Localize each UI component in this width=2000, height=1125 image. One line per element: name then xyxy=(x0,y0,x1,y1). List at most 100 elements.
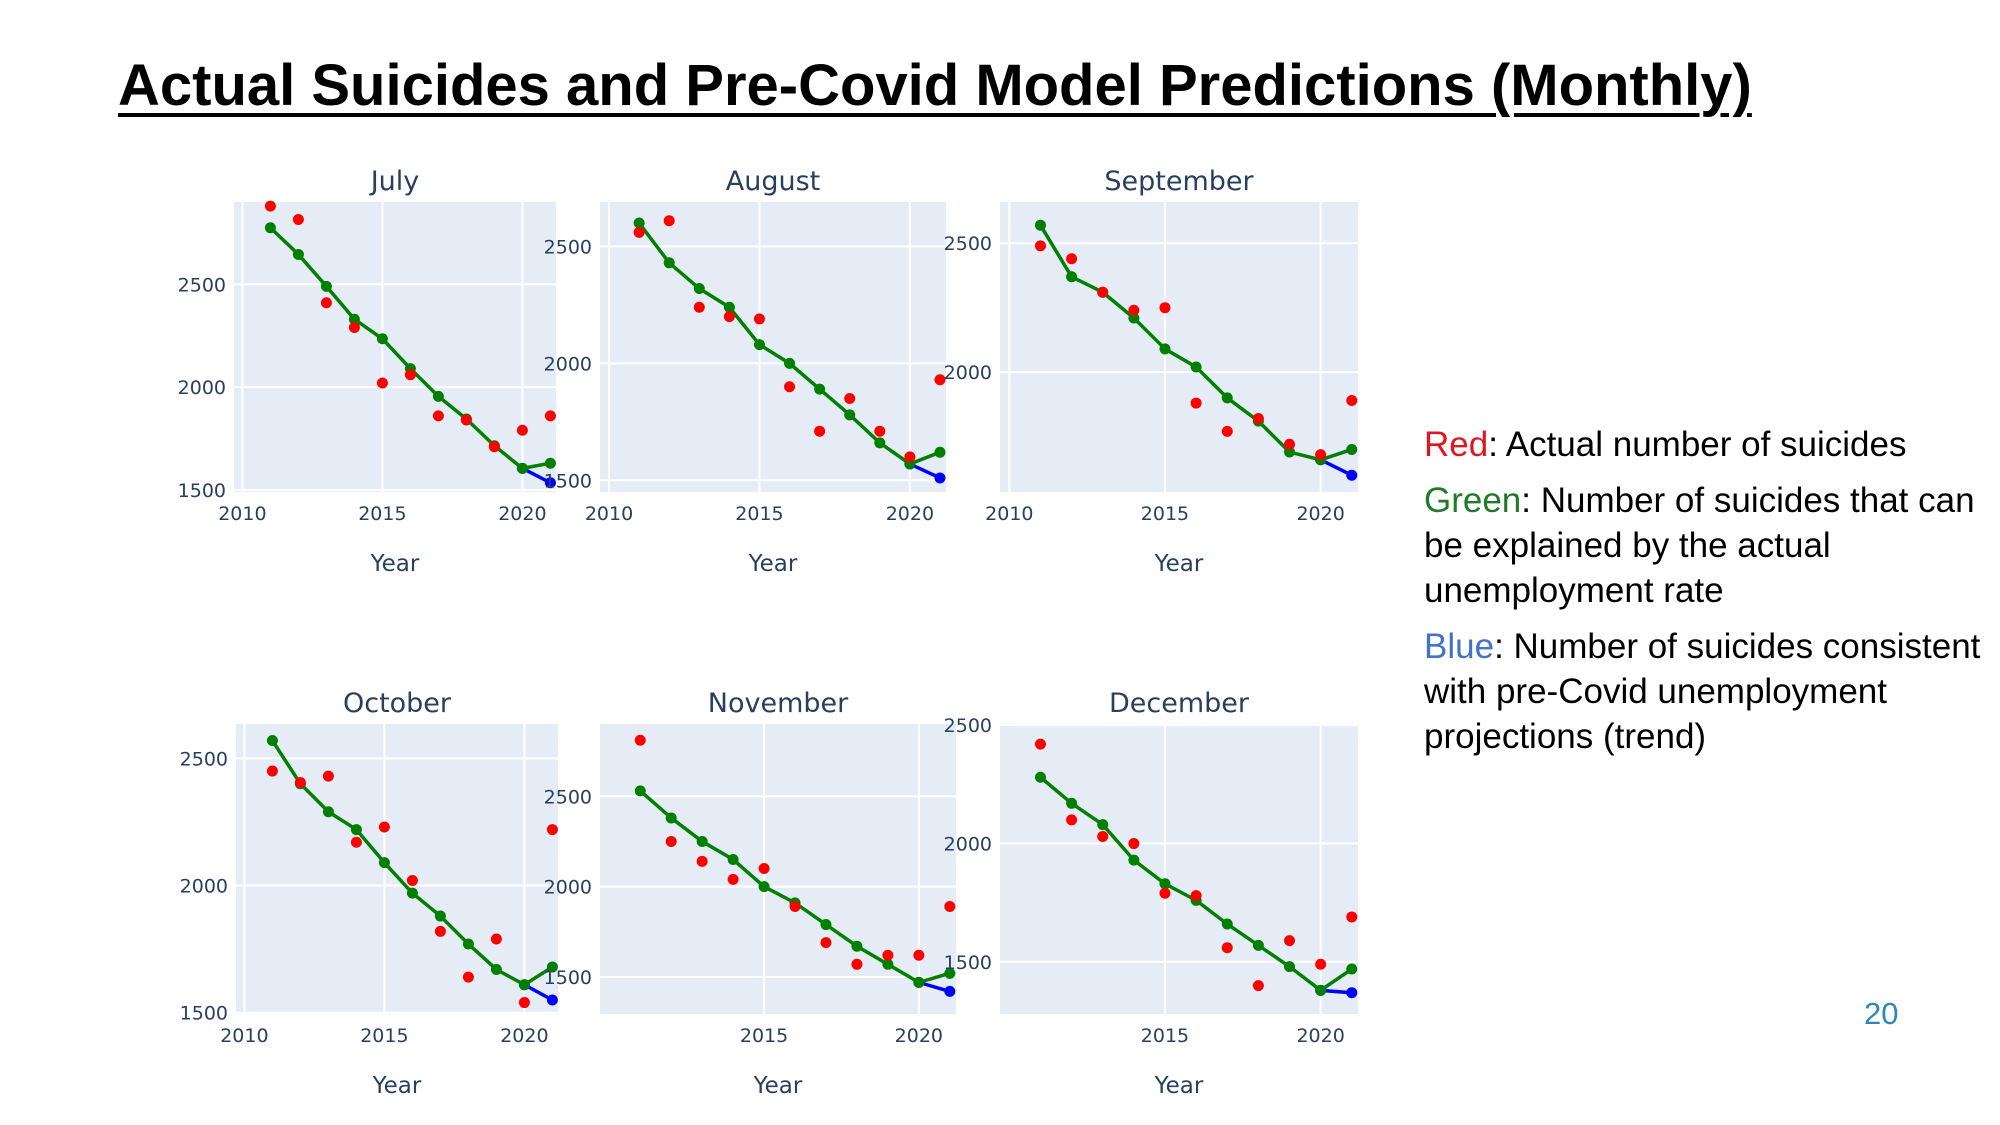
explained-point xyxy=(814,383,826,395)
actual-point xyxy=(1034,738,1046,750)
y-tick-label: 1500 xyxy=(544,967,592,989)
explained-point xyxy=(758,881,770,893)
x-tick-label: 2015 xyxy=(740,1025,788,1047)
x-tick-label: 2020 xyxy=(1296,503,1344,525)
legend-key-blue: Blue xyxy=(1424,627,1495,666)
actual-point xyxy=(516,424,528,436)
chart-december: 2015 2020 1500 2000 2500 December Year xyxy=(944,688,1358,1099)
explained-point xyxy=(1221,918,1233,930)
x-axis-label: Year xyxy=(1154,1073,1204,1099)
explained-point xyxy=(723,301,735,313)
legend-item-trend: Blue: Number of suicides consistent with… xyxy=(1424,624,1994,759)
explained-point xyxy=(1252,939,1264,951)
x-tick-label: 2015 xyxy=(1141,503,1189,525)
actual-point xyxy=(322,770,334,782)
actual-point xyxy=(1284,438,1296,450)
x-tick-label: 2020 xyxy=(498,503,546,525)
x-tick-label: 2020 xyxy=(500,1025,548,1047)
plot-background xyxy=(236,724,558,1014)
plot-background xyxy=(1000,724,1358,1014)
actual-point xyxy=(488,441,500,453)
y-tick-label: 2500 xyxy=(944,715,992,737)
trend-point xyxy=(544,477,556,489)
actual-point xyxy=(1159,887,1171,899)
chart-title: December xyxy=(1109,688,1250,719)
explained-point xyxy=(1159,343,1171,355)
explained-point xyxy=(1284,961,1296,973)
x-tick-label: 2015 xyxy=(360,1025,408,1047)
legend-text-trend: : Number of suicides consistent with pre… xyxy=(1424,627,1981,756)
legend-key-green: Green xyxy=(1424,481,1522,520)
explained-point xyxy=(1315,984,1327,996)
trend-point xyxy=(944,985,956,997)
actual-point xyxy=(1252,413,1264,425)
y-tick-label: 2500 xyxy=(544,786,592,808)
explained-point xyxy=(1346,963,1358,975)
actual-point xyxy=(378,821,390,833)
explained-point xyxy=(266,735,278,747)
chart-title: September xyxy=(1104,166,1254,197)
legend-text-explained: : Number of suicides that can be explain… xyxy=(1424,481,1975,610)
explained-point xyxy=(434,910,446,922)
x-axis-label: Year xyxy=(753,1073,803,1099)
actual-point xyxy=(544,410,556,422)
explained-point xyxy=(490,963,502,975)
actual-point xyxy=(348,321,360,333)
x-tick-label: 2020 xyxy=(895,1025,943,1047)
actual-point xyxy=(758,863,770,875)
explained-point xyxy=(1159,878,1171,890)
actual-point xyxy=(1066,814,1078,826)
explained-point xyxy=(1284,446,1296,458)
explained-point xyxy=(320,280,332,292)
actual-point xyxy=(723,311,735,323)
trend-line xyxy=(1319,458,1353,477)
explained-point xyxy=(1128,312,1140,324)
actual-point xyxy=(432,410,444,422)
explained-point xyxy=(665,812,677,824)
chart-title: October xyxy=(343,688,452,719)
actual-point xyxy=(874,425,886,437)
chart-november: 2015 2020 1500 2000 2500 November Year xyxy=(544,688,956,1099)
x-tick-label: 2020 xyxy=(886,503,934,525)
actual-point xyxy=(406,874,418,886)
actual-point xyxy=(1284,935,1296,947)
actual-point xyxy=(1159,302,1171,314)
legend: Red: Actual number of suicides Green: Nu… xyxy=(1424,422,1994,770)
actual-point xyxy=(1128,838,1140,850)
x-axis-label: Year xyxy=(370,551,420,577)
explained-point xyxy=(1346,443,1358,455)
explained-point xyxy=(696,835,708,847)
explained-point xyxy=(432,390,444,402)
actual-point xyxy=(1066,253,1078,265)
actual-point xyxy=(882,949,894,961)
x-axis-label: Year xyxy=(748,551,798,577)
explained-point xyxy=(406,887,418,899)
actual-point xyxy=(404,369,416,381)
explained-point xyxy=(1128,854,1140,866)
actual-point xyxy=(844,392,856,404)
actual-point xyxy=(1190,397,1202,409)
explained-point xyxy=(1221,392,1233,404)
explained-point xyxy=(934,446,946,458)
chart-october: 2010 2015 2020 1500 2000 2500 October Year xyxy=(180,688,558,1099)
explained-point xyxy=(1190,361,1202,373)
explained-point xyxy=(913,976,925,988)
explained-point xyxy=(546,961,558,973)
actual-point xyxy=(1097,286,1109,298)
actual-point xyxy=(904,451,916,463)
x-axis-label: Year xyxy=(1154,551,1204,577)
explained-point xyxy=(693,283,705,295)
actual-point xyxy=(820,937,832,949)
y-tick-label: 2500 xyxy=(178,274,226,296)
actual-point xyxy=(294,777,306,789)
chart-september: 2010 2015 2020 2000 2500 September Year xyxy=(944,166,1358,577)
plot-background xyxy=(600,724,956,1014)
actual-point xyxy=(784,381,796,393)
explained-point xyxy=(518,979,530,991)
explained-point xyxy=(378,857,390,869)
actual-point xyxy=(1346,911,1358,923)
x-tick-label: 2010 xyxy=(585,503,633,525)
explained-point xyxy=(1066,797,1078,809)
legend-item-actual: Red: Actual number of suicides xyxy=(1424,422,1994,467)
